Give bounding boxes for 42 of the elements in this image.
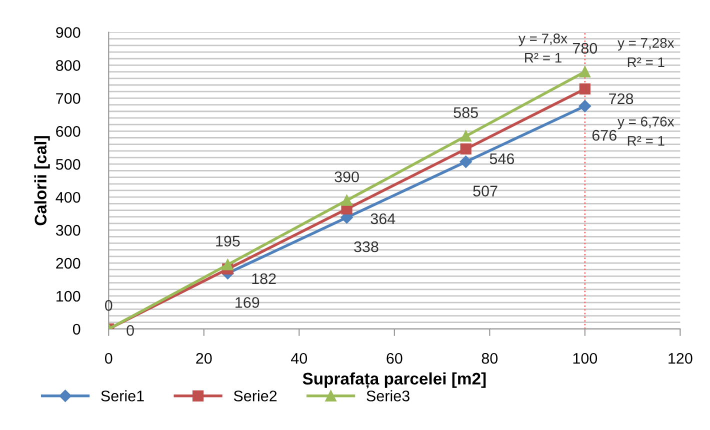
annotation: R² = 1 — [628, 136, 664, 146]
x-tick-label: 100 — [573, 352, 598, 364]
data-label: 546 — [490, 153, 514, 164]
data-label: 364 — [370, 213, 396, 224]
data-label: 585 — [454, 107, 478, 118]
y-tick-label: 300 — [56, 224, 80, 236]
y-tick-label: 0 — [72, 324, 80, 335]
data-label: 780 — [572, 42, 598, 54]
data-label: 338 — [354, 241, 378, 252]
y-tick-label: 400 — [56, 192, 80, 203]
y-tick-label: 200 — [56, 258, 80, 269]
data-label: 0 — [104, 300, 112, 311]
x-axis-title: Suprafața parcelei [m2] — [302, 372, 486, 388]
x-tick-label: 60 — [386, 352, 402, 364]
annotation: y = 7,28x — [618, 38, 674, 51]
data-label: 182 — [252, 273, 276, 284]
data-label: 676 — [592, 130, 616, 141]
legend-label: Serie2 — [234, 390, 277, 402]
legend-label: Serie1 — [101, 390, 144, 402]
x-tick-label: 120 — [668, 352, 692, 364]
y-tick-label: 800 — [56, 60, 80, 71]
y-tick-label: 600 — [56, 126, 80, 137]
data-label: 390 — [334, 171, 359, 182]
y-tick-label: 700 — [56, 93, 80, 104]
data-label: 728 — [609, 93, 634, 104]
x-tick-label: 80 — [482, 352, 498, 364]
data-label: 195 — [216, 236, 240, 247]
x-tick-label: 40 — [291, 352, 308, 364]
data-label: 507 — [473, 186, 498, 196]
annotation: y = 7,8x — [518, 34, 568, 46]
data-label: 0 — [126, 325, 134, 336]
y-axis-title: Calorii [cal] — [34, 136, 50, 226]
data-label: 169 — [236, 297, 260, 308]
annotation: y = 6,76x — [618, 116, 674, 130]
y-tick-label: 100 — [56, 290, 80, 302]
annotation: R² = 1 — [525, 52, 562, 63]
x-tick-label: 0 — [104, 352, 112, 364]
y-tick-label: 500 — [56, 158, 80, 170]
y-tick-label: 900 — [56, 27, 80, 38]
x-tick-label: 20 — [196, 352, 212, 364]
legend-label: Serie3 — [366, 390, 410, 402]
annotation: R² = 1 — [628, 57, 664, 67]
